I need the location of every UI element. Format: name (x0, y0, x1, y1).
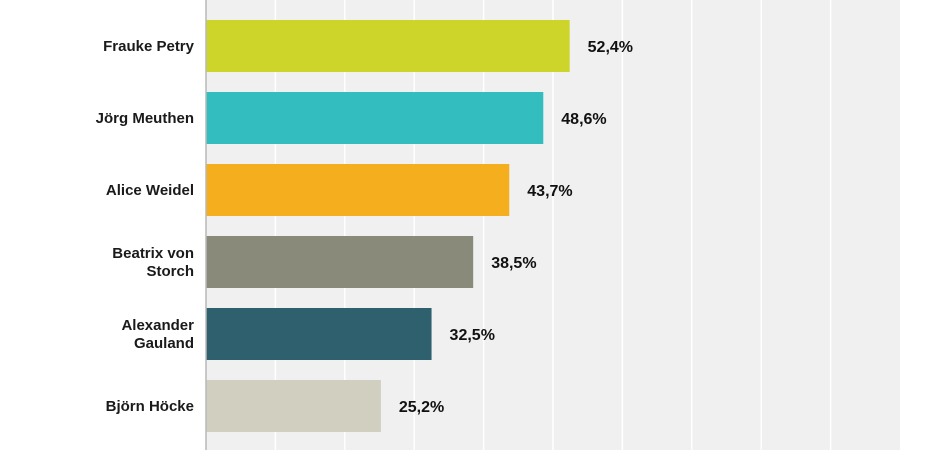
bars (206, 20, 570, 432)
bar-value-label: 25,2% (399, 399, 444, 416)
bar (206, 236, 474, 288)
category-label: Frauke Petry (103, 38, 195, 55)
bar-value-label: 43,7% (527, 183, 572, 200)
category-label: Alexander Gauland (121, 317, 194, 352)
bar-value-label: 32,5% (450, 327, 495, 344)
bar-value-label: 48,6% (561, 111, 606, 128)
bar (206, 164, 510, 216)
bar (206, 20, 570, 72)
category-label: Alice Weidel (106, 182, 194, 199)
value-labels: 52,4% 48,6% 43,7% 38,5% 32,5% 25,2% (399, 39, 633, 416)
category-label: Jörg Meuthen (96, 110, 194, 127)
category-label: Björn Höcke (106, 398, 194, 415)
bar (206, 380, 381, 432)
gridlines (274, 0, 832, 450)
bar-value-label: 52,4% (588, 39, 633, 56)
bar-value-label: 38,5% (491, 255, 536, 272)
category-label: Beatrix von Storch (112, 245, 194, 280)
category-labels: Frauke Petry Jörg Meuthen Alice Weidel Beat… (96, 38, 195, 415)
bar (206, 92, 544, 144)
bar (206, 308, 432, 360)
